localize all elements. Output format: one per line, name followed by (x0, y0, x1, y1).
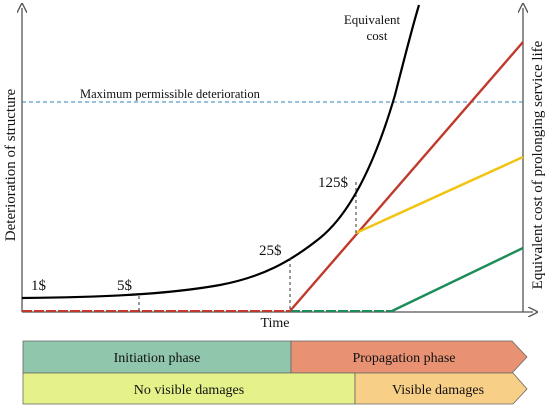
left-axis-label: Deterioration of structure (3, 88, 19, 241)
propagation-phase-arrow (290, 340, 528, 374)
cost-label-25: 25$ (259, 243, 282, 259)
equivalent-cost-curve (21, 4, 421, 300)
initiation-phase-label: Initiation phase (114, 351, 201, 366)
right-axis-label: Equivalent cost of prolonging service li… (530, 40, 546, 289)
curve-label-line2: cost (367, 28, 388, 43)
no-visible-damages-label: No visible damages (134, 383, 244, 398)
visible-damages-arrow (354, 372, 528, 405)
cost-label-5: 5$ (117, 278, 133, 294)
time-axis-label: Time (260, 316, 289, 331)
red-cost-line (289, 41, 524, 312)
green-cost-line (391, 246, 524, 313)
curve-label-line1: Equivalent (344, 12, 401, 27)
threshold-label: Maximum permissible deterioration (80, 87, 261, 101)
visible-damages-label: Visible damages (392, 383, 484, 398)
propagation-phase-label: Propagation phase (352, 351, 455, 366)
cost-label-125: 125$ (318, 175, 349, 191)
cost-label-1: 1$ (31, 278, 47, 294)
yellow-cost-line (355, 155, 524, 235)
